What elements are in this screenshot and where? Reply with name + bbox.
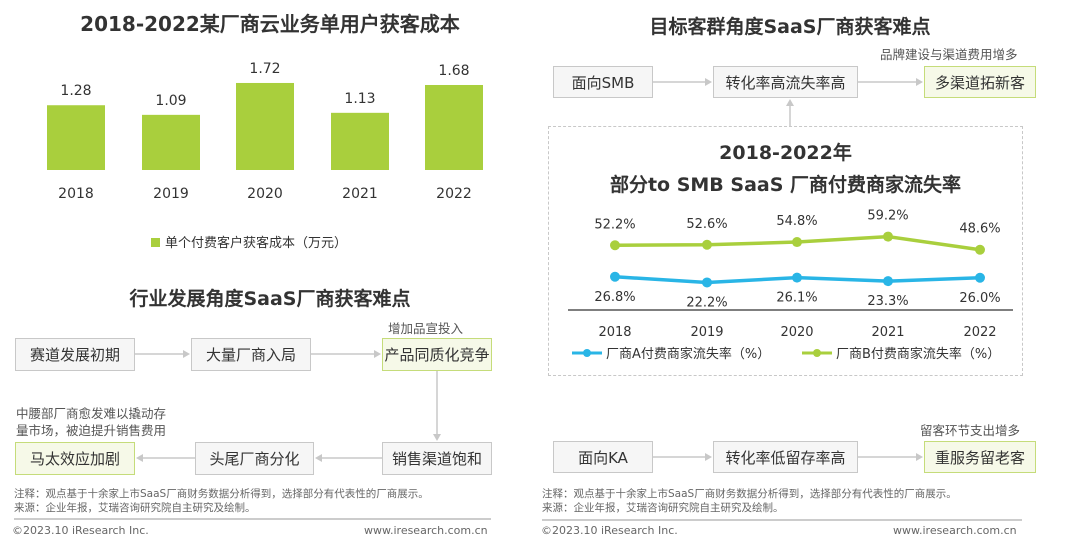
note-text: 注释：观点基于十余家上市SaaS厂商财务数据分析得到，选择部分有代表性的厂商展示… — [14, 488, 429, 500]
data-label: 26.8% — [594, 290, 635, 305]
legend-label: 单个付费客户获客成本（万元） — [165, 235, 347, 251]
source-text: 来源：企业年报，艾瑞咨询研究院自主研究及绘制。 — [542, 502, 784, 514]
annotation-brand-investment: 增加品宣投入 — [388, 321, 464, 336]
x-tick-label: 2019 — [690, 325, 723, 340]
bar-chart: 1.28 2018 1.09 2019 1.72 2020 1.13 2021 1.68 2022… — [47, 61, 483, 251]
x-tick-label: 2018 — [598, 325, 631, 340]
x-tick-label: 2021 — [342, 186, 378, 202]
flow-box-ka-retain: 重服务留老客 — [924, 441, 1036, 473]
data-point — [792, 272, 802, 283]
x-tick-label: 2020 — [780, 325, 813, 340]
flow-box-ka: 面向KA — [553, 441, 653, 473]
x-tick-label: 2019 — [153, 186, 189, 202]
legend-marker — [583, 349, 591, 357]
divider — [14, 518, 491, 520]
data-point — [975, 272, 985, 283]
flow-box-channel-saturation: 销售渠道饱和 — [382, 442, 492, 475]
data-label: 22.2% — [686, 295, 727, 310]
flow-box-smb: 面向SMB — [553, 66, 653, 98]
bar — [142, 114, 200, 170]
bar — [425, 84, 483, 170]
copyright: ©2023.10 iResearch Inc. — [12, 524, 149, 537]
x-tick-label: 2022 — [436, 186, 472, 202]
divider — [542, 519, 1022, 521]
data-point — [883, 231, 893, 242]
data-point — [610, 271, 620, 282]
bar — [47, 105, 105, 170]
target-arrows — [653, 78, 923, 461]
legend-swatch — [151, 238, 160, 247]
bar-chart-title: 2018-2022某厂商云业务单用户获客成本 — [80, 12, 460, 36]
flow-box-matthew-effect: 马太效应加剧 — [15, 442, 135, 475]
bar-value-label: 1.09 — [155, 93, 186, 109]
flow-box-smb-new-customers: 多渠道拓新客 — [924, 66, 1036, 98]
legend-marker — [813, 349, 821, 357]
website-link[interactable]: www.iresearch.com.cn — [893, 524, 1017, 537]
flow-box-ka-conversion: 转化率低留存率高 — [713, 441, 858, 473]
data-label: 59.2% — [867, 209, 908, 224]
legend-label: 厂商B付费商家流失率（%） — [836, 346, 1000, 362]
note-text: 注释：观点基于十余家上市SaaS厂商财务数据分析得到，选择部分有代表性的厂商展示… — [542, 488, 957, 500]
bar-value-label: 1.28 — [60, 83, 91, 99]
target-title: 目标客群角度SaaS厂商获客难点 — [649, 16, 931, 38]
annotation-line: 中腰部厂商愈发难以撬动存 — [16, 406, 167, 421]
annotation-brand-channel: 品牌建设与渠道费用增多 — [880, 47, 1018, 62]
flow-box-vendors-enter: 大量厂商入局 — [191, 338, 311, 371]
churn-chart-frame — [548, 126, 1023, 376]
data-point — [702, 277, 712, 288]
data-point — [792, 237, 802, 248]
data-label: 26.1% — [776, 291, 817, 306]
x-tick-label: 2020 — [247, 186, 283, 202]
bar-value-label: 1.68 — [438, 63, 469, 79]
source-text: 来源：企业年报，艾瑞咨询研究院自主研究及绘制。 — [14, 502, 256, 514]
industry-arrows — [135, 350, 441, 462]
data-label: 54.8% — [776, 214, 817, 229]
flow-box-homogenization: 产品同质化竞争 — [382, 338, 492, 371]
bar — [331, 112, 389, 170]
annotation-retention: 留客环节支出增多 — [920, 423, 1021, 438]
x-tick-label: 2022 — [963, 325, 996, 340]
churn-chart-title: 2018-2022年 — [719, 142, 852, 164]
bar-value-label: 1.72 — [249, 61, 280, 77]
data-label: 26.0% — [959, 291, 1000, 306]
annotation-line: 量市场，被迫提升销售费用 — [16, 423, 167, 438]
data-label: 48.6% — [959, 222, 1000, 237]
annotation-midtier: 中腰部厂商愈发难以撬动存 量市场，被迫提升销售费用 — [16, 405, 166, 439]
footnote-right: 注释：观点基于十余家上市SaaS厂商财务数据分析得到，选择部分有代表性的厂商展示… — [542, 487, 957, 515]
bar — [236, 82, 294, 170]
industry-title: 行业发展角度SaaS厂商获客难点 — [129, 288, 411, 310]
legend-label: 厂商A付费商家流失率（%） — [606, 346, 770, 362]
website-link[interactable]: www.iresearch.com.cn — [364, 524, 488, 537]
churn-line-chart: 26.8% 22.2% 26.1% 23.3% 26.0% 52.2% 52.6% 54.8%… — [568, 209, 1013, 362]
data-point — [702, 239, 712, 250]
flow-box-head-tail-split: 头尾厂商分化 — [195, 442, 314, 475]
x-tick-label: 2021 — [871, 325, 904, 340]
footnote-left: 注释：观点基于十余家上市SaaS厂商财务数据分析得到，选择部分有代表性的厂商展示… — [14, 487, 429, 515]
data-point — [883, 276, 893, 287]
data-label: 23.3% — [867, 294, 908, 309]
data-label: 52.6% — [686, 217, 727, 232]
data-point — [975, 244, 985, 255]
copyright: ©2023.10 iResearch Inc. — [541, 524, 678, 537]
bar-value-label: 1.13 — [344, 91, 375, 107]
churn-chart-subtitle: 部分to SMB SaaS 厂商付费商家流失率 — [609, 174, 962, 196]
flow-box-smb-conversion: 转化率高流失率高 — [713, 66, 858, 98]
x-tick-label: 2018 — [58, 186, 94, 202]
data-label: 52.2% — [594, 217, 635, 232]
data-point — [610, 240, 620, 251]
flow-box-early-stage: 赛道发展初期 — [15, 338, 135, 371]
